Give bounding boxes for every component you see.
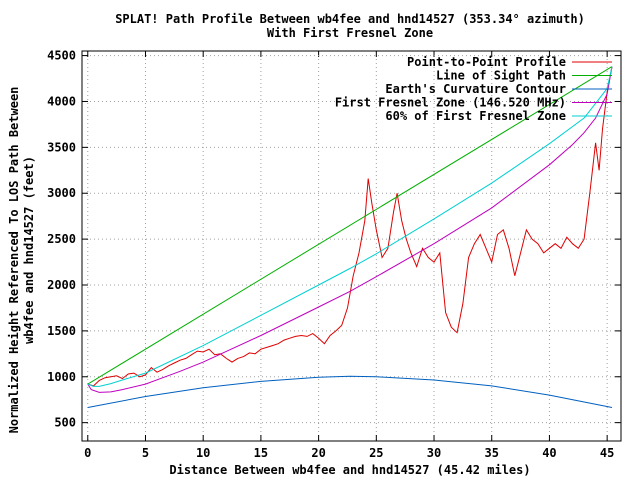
series-line-60-of-first-fresnel-zone: [87, 66, 613, 387]
legend-label-point-to-point-profile: Point-to-Point Profile: [407, 55, 566, 69]
x-tick-label: 5: [142, 446, 149, 460]
y-tick-label: 4000: [47, 94, 76, 108]
y-tick-label: 500: [54, 416, 76, 430]
grid: [82, 51, 621, 441]
legend-label-60-of-first-fresnel-zone: 60% of First Fresnel Zone: [385, 109, 566, 123]
x-tick-label: 45: [600, 446, 614, 460]
y-tick-label: 4500: [47, 49, 76, 63]
chart-title-line2: With First Fresnel Zone: [267, 26, 433, 40]
x-tick-label: 40: [542, 446, 556, 460]
y-tick-label: 3500: [47, 140, 76, 154]
x-axis-label: Distance Between wb4fee and hnd14527 (45…: [169, 463, 530, 477]
tick-labels: 0 5 10 15 20 25 30 35 40 45 500 1000 1500 2000 2500 300…: [47, 49, 614, 460]
x-tick-label: 25: [369, 446, 383, 460]
x-tick-label: 35: [485, 446, 499, 460]
plot-frame: [81, 50, 622, 442]
x-tick-label: 0: [84, 446, 91, 460]
y-axis-label-line2: wb4fee and hnd14527 (feet): [22, 156, 36, 344]
x-tick-label: 10: [196, 446, 210, 460]
x-tick-label: 20: [311, 446, 325, 460]
y-tick-label: 1000: [47, 370, 76, 384]
series-lines: [87, 66, 613, 408]
y-tick-label: 2000: [47, 278, 76, 292]
y-tick-label: 3000: [47, 186, 76, 200]
series-line-first-fresnel-zone-146-520-mhz: [87, 66, 613, 393]
legend-label-first-fresnel-zone-146-520-mhz: First Fresnel Zone (146.520 MHz): [335, 96, 566, 110]
x-tick-label: 30: [427, 446, 441, 460]
y-tick-label: 2500: [47, 232, 76, 246]
x-tick-label: 15: [254, 446, 268, 460]
series-line-earth-s-curvature-contour: [87, 375, 613, 408]
legend-label-line-of-sight-path: Line of Sight Path: [436, 69, 566, 83]
y-tick-label: 1500: [47, 324, 76, 338]
y-axis-label-line1: Normalized Height Referenced To LOS Path…: [7, 87, 21, 434]
series-line-point-to-point-profile: [87, 66, 613, 387]
series-line-line-of-sight-path: [87, 66, 613, 385]
legend-label-earth-s-curvature-contour: Earth's Curvature Contour: [385, 82, 566, 96]
chart-title-line1: SPLAT! Path Profile Between wb4fee and h…: [115, 12, 585, 26]
